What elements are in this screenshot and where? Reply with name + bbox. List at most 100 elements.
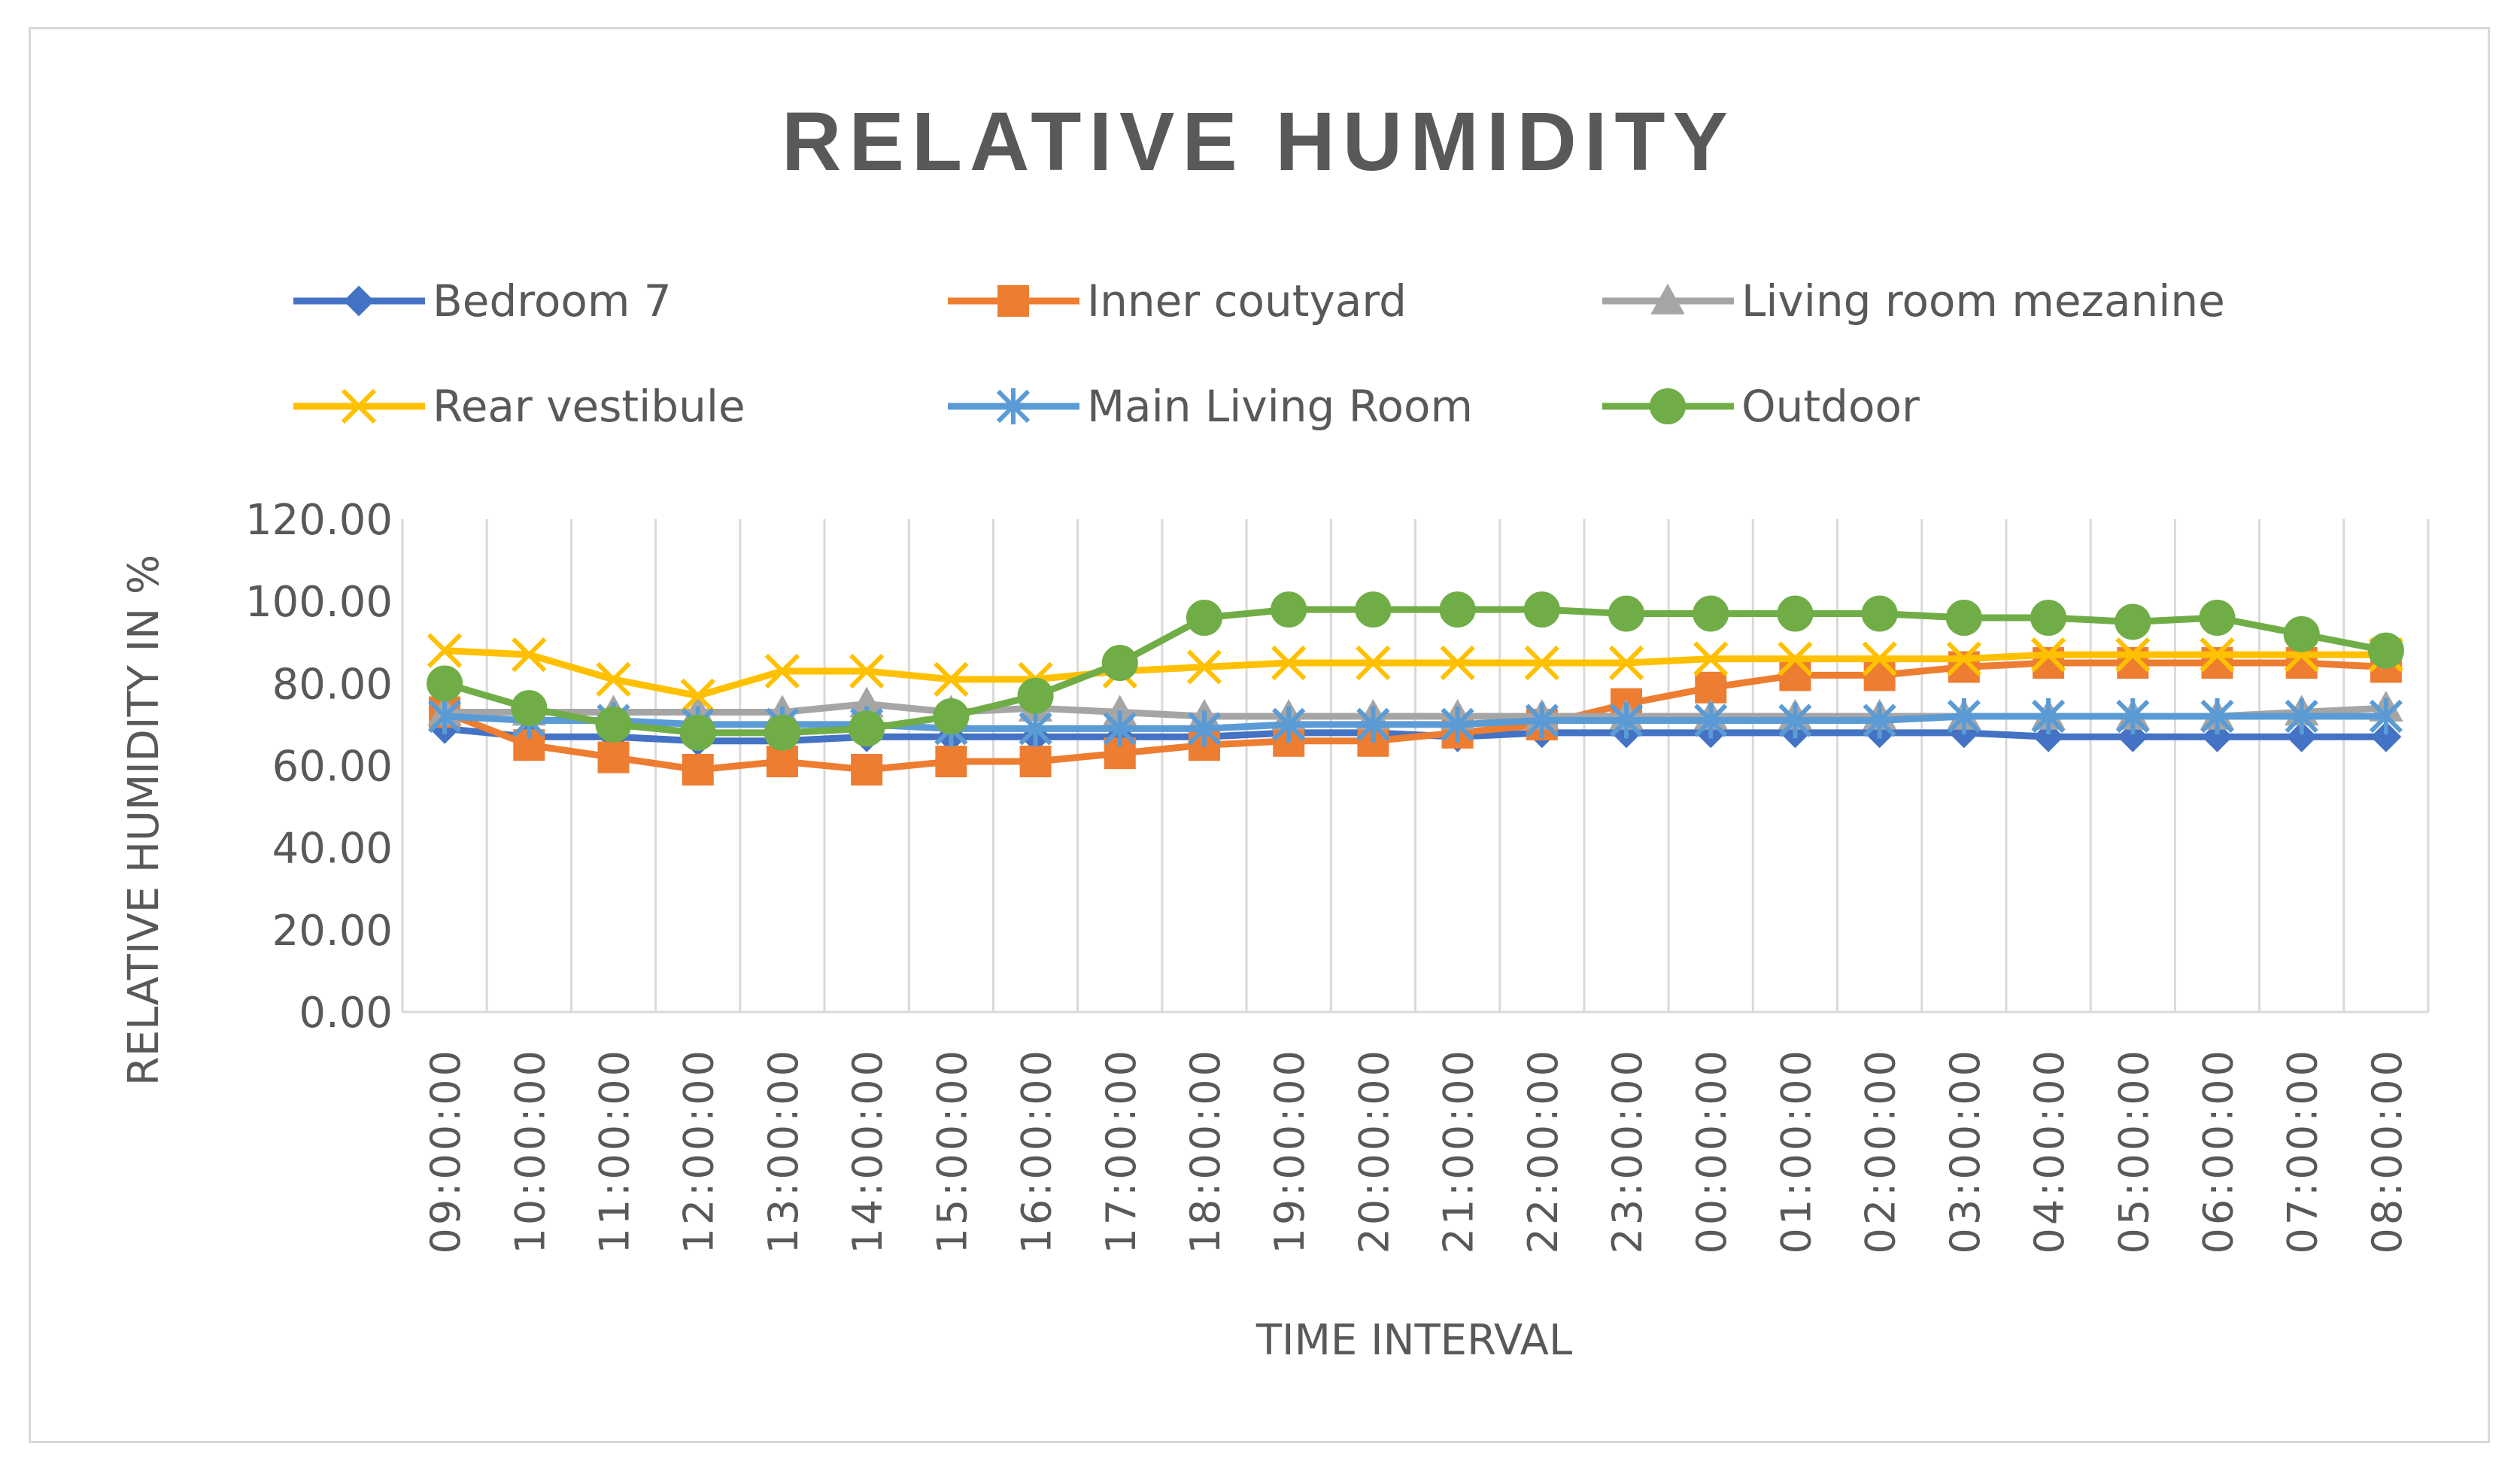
data-point [766, 746, 798, 778]
data-point [1863, 702, 1896, 739]
data-point [1439, 591, 1476, 628]
legend-label: Outdoor [1741, 381, 1920, 432]
legend-label: Main Living Room [1087, 381, 1473, 432]
data-point [1355, 591, 1392, 628]
chart-title: RELATIVE HUMIDITY [782, 96, 1735, 188]
data-point [1017, 677, 1054, 714]
data-point [2200, 637, 2235, 673]
data-point [1861, 595, 1898, 632]
x-tick-label: 04:00:00 [2026, 1047, 2073, 1254]
data-point [512, 637, 547, 673]
data-point [2283, 615, 2320, 652]
y-axis-title: RELATIVE HUMIDITY IN % [120, 555, 169, 1086]
data-point [1523, 591, 1560, 628]
data-point [1778, 641, 1813, 676]
data-point [1650, 283, 1685, 315]
data-point [427, 633, 463, 668]
x-tick-label: 19:00:00 [1266, 1047, 1313, 1254]
y-tick-label: 80.00 [272, 660, 393, 709]
data-point [1694, 702, 1728, 739]
data-point [1777, 595, 1814, 632]
data-point [679, 714, 716, 751]
data-point [1525, 702, 1559, 739]
data-point [1693, 641, 1729, 676]
data-point [1272, 706, 1306, 743]
x-tick-label: 08:00:00 [2364, 1047, 2411, 1254]
data-point [1524, 645, 1559, 681]
plot-area: 0.00 20.00 40.00 60.00 80.00 100.00 120.00 09:0… [245, 496, 2430, 1254]
data-point [997, 285, 1029, 317]
data-point [935, 746, 967, 778]
legend-item: Living room mezanine [1602, 275, 2225, 327]
data-point [1103, 710, 1137, 747]
series-outdoor [427, 591, 2404, 751]
x-tick-label: 07:00:00 [2279, 1047, 2327, 1254]
data-point [2116, 698, 2150, 734]
data-point [2370, 721, 2402, 752]
data-point [427, 665, 463, 702]
legend-item: Bedroom 7 [293, 275, 672, 327]
x-tick-label: 13:00:00 [760, 1047, 807, 1254]
x-tick-label: 05:00:00 [2110, 1047, 2157, 1254]
x-tick-label: 16:00:00 [1013, 1047, 1061, 1254]
data-point [2367, 632, 2404, 669]
x-tick-label: 22:00:00 [1520, 1047, 1567, 1254]
data-point [2030, 637, 2066, 673]
x-tick-label: 10:00:00 [506, 1047, 554, 1254]
data-point [1019, 710, 1052, 747]
legend-item: Rear vestibule [293, 381, 745, 432]
x-tick-label: 02:00:00 [1857, 1047, 1905, 1254]
data-point [764, 714, 800, 751]
data-point [849, 710, 885, 747]
data-point [596, 661, 631, 697]
data-point [511, 690, 548, 727]
data-point [1356, 645, 1391, 681]
legend-label: Living room mezanine [1741, 275, 2225, 327]
data-point [2115, 603, 2151, 640]
data-point [1609, 702, 1644, 739]
x-axis-title: TIME INTERVAL [1255, 1316, 1572, 1365]
data-point [1271, 645, 1307, 681]
y-tick-label: 60.00 [272, 743, 393, 792]
data-point [2285, 698, 2318, 734]
x-tick-label: 23:00:00 [1604, 1047, 1651, 1254]
data-point [1945, 600, 1982, 636]
series-line [441, 647, 2390, 700]
x-tick-label: 11:00:00 [591, 1047, 639, 1254]
y-tick-label: 0.00 [299, 989, 393, 1038]
y-tick-label: 20.00 [272, 907, 393, 956]
data-point [680, 678, 715, 713]
data-point [2286, 721, 2318, 752]
data-point [2199, 600, 2236, 636]
x-tick-label: 09:00:00 [422, 1047, 469, 1254]
x-tick-label: 20:00:00 [1350, 1047, 1398, 1254]
data-point [1186, 649, 1222, 685]
x-tick-label: 15:00:00 [928, 1047, 976, 1254]
data-point [1441, 706, 1474, 743]
data-point [1019, 746, 1052, 778]
x-tick-label: 03:00:00 [1942, 1047, 1989, 1254]
data-point [682, 753, 714, 786]
data-point [764, 653, 800, 689]
x-tick-label: 12:00:00 [676, 1047, 723, 1254]
x-tick-label: 14:00:00 [844, 1047, 891, 1254]
data-point [1650, 388, 1686, 424]
data-point [2369, 698, 2403, 734]
data-point [1693, 595, 1729, 632]
data-point [849, 653, 885, 689]
x-tick-label: 06:00:00 [2194, 1047, 2242, 1254]
data-point [1946, 641, 1981, 676]
data-point [1440, 645, 1475, 681]
data-point [1608, 645, 1644, 681]
x-tick-label: 18:00:00 [1182, 1047, 1229, 1254]
data-point [1186, 600, 1222, 636]
data-point [1608, 595, 1645, 632]
data-point [934, 661, 969, 697]
data-point [1778, 702, 1812, 739]
data-point [427, 698, 462, 734]
data-point [595, 706, 632, 743]
legend: Bedroom 7 Inner coutyard Living room mezan… [293, 275, 2225, 432]
data-point [1863, 659, 1896, 691]
data-point [1271, 591, 1307, 628]
